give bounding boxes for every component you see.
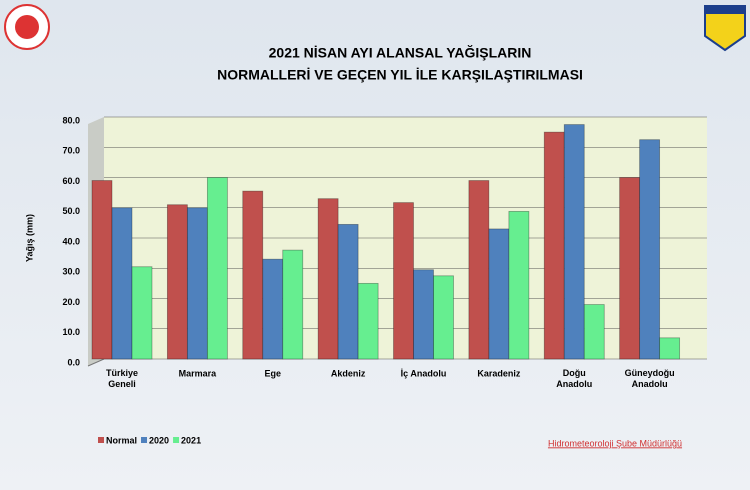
legend-label: 2020: [149, 435, 169, 445]
chart-title: 2021 NİSAN AYI ALANSAL YAĞIŞLARIN: [269, 44, 532, 61]
bar: [111, 207, 133, 360]
right-logo: [704, 5, 746, 52]
bar: [317, 198, 339, 360]
bar: [543, 131, 565, 360]
bar: [508, 210, 530, 360]
y-tick-label: 70.0: [62, 146, 80, 156]
y-tick-label: 0.0: [67, 357, 80, 367]
legend-swatch: [98, 437, 104, 443]
x-tick-label: Türkiye Geneli: [106, 368, 138, 389]
y-tick-label: 80.0: [62, 115, 80, 125]
x-tick-label: İç Anadolu: [401, 368, 447, 378]
bar: [393, 202, 414, 360]
left-logo: [4, 4, 50, 50]
legend-swatch: [173, 437, 180, 443]
x-tick-label: Ege: [264, 368, 281, 378]
x-tick-label: Akdeniz: [331, 368, 366, 378]
bar: [262, 258, 284, 360]
bar: [433, 275, 454, 360]
bar: [413, 269, 434, 360]
bar: [468, 180, 490, 360]
bar: [563, 124, 585, 360]
bar: [91, 180, 113, 360]
y-tick-label: 20.0: [62, 297, 80, 307]
chart-title: NORMALLERİ VE GEÇEN YIL İLE KARŞILAŞTIRI…: [217, 67, 583, 83]
axis-line: [87, 358, 105, 367]
bar: [186, 207, 208, 360]
x-tick-label: Karadeniz: [477, 368, 521, 378]
y-tick-label: 10.0: [62, 327, 80, 337]
x-tick-label: Doğu Anadolu: [556, 368, 592, 389]
y-axis-label: Yağış (mm): [24, 214, 34, 262]
bar: [206, 177, 228, 360]
x-tick-label: Marmara: [179, 368, 218, 378]
bar: [357, 282, 379, 360]
y-tick-label: 40.0: [62, 236, 80, 246]
bar: [242, 190, 264, 360]
bar: [131, 266, 153, 360]
y-tick-label: 30.0: [62, 267, 80, 277]
bar: [282, 249, 304, 360]
y-tick-label: 60.0: [62, 176, 80, 186]
y-tick-label: 50.0: [62, 206, 80, 216]
bar: [337, 223, 359, 360]
legend-label: Normal: [106, 435, 137, 445]
bar: [659, 337, 681, 360]
annotation: Hidrometeoroloji Şube Müdürlüğü: [548, 438, 682, 448]
bar: [488, 228, 510, 360]
bar: [583, 304, 605, 360]
legend-label: 2021: [181, 435, 201, 445]
bar: [639, 139, 661, 360]
bar: [166, 204, 188, 360]
x-tick-label: Güneydoğu Anadolu: [625, 368, 675, 389]
legend-swatch: [141, 437, 148, 443]
bar: [619, 177, 641, 360]
